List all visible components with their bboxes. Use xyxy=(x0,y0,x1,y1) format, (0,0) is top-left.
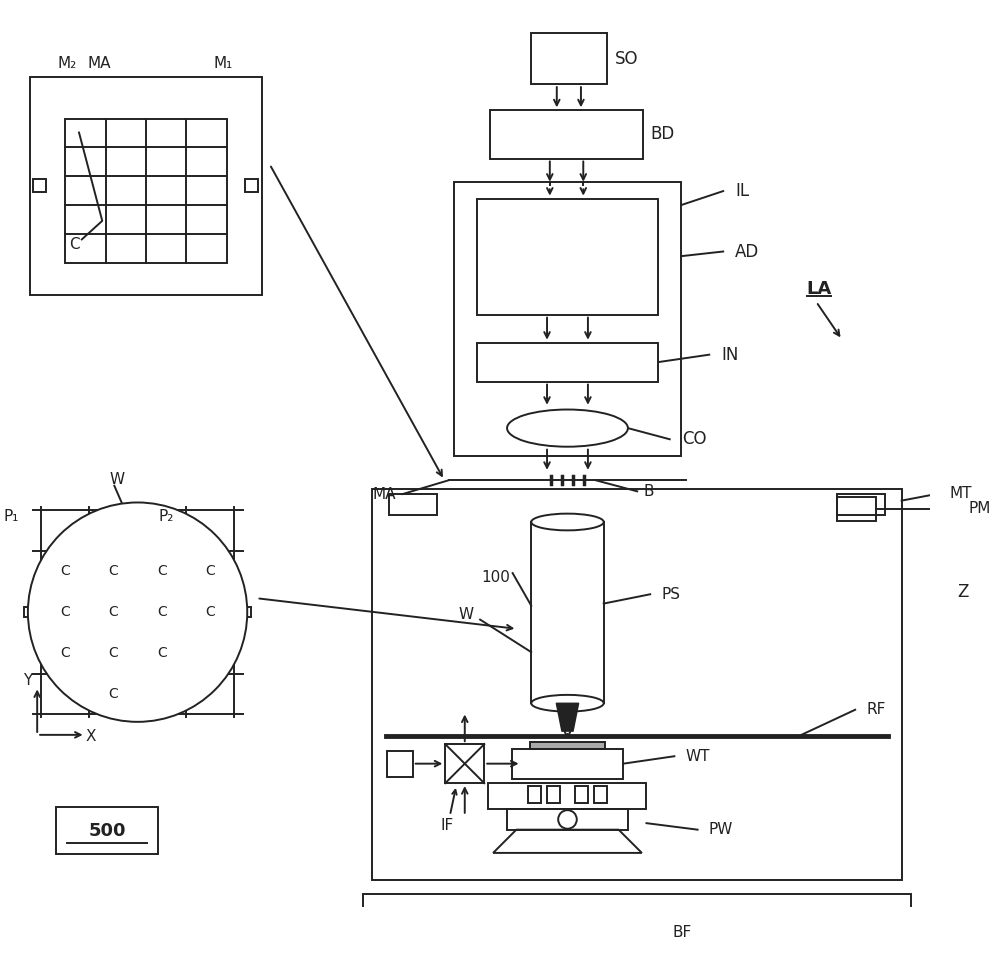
Ellipse shape xyxy=(531,695,604,711)
Bar xyxy=(477,199,658,315)
Ellipse shape xyxy=(531,514,604,530)
Text: WT: WT xyxy=(686,749,710,764)
Text: C: C xyxy=(157,647,167,660)
Text: W: W xyxy=(459,607,474,623)
Circle shape xyxy=(28,502,247,722)
Text: W: W xyxy=(110,472,125,487)
Bar xyxy=(528,786,541,803)
Bar xyxy=(512,749,623,778)
Bar xyxy=(389,494,437,515)
Text: C: C xyxy=(60,647,70,660)
Bar xyxy=(488,783,646,809)
Bar xyxy=(33,180,46,193)
Text: PS: PS xyxy=(661,586,680,602)
Bar xyxy=(387,751,413,776)
Text: M₁: M₁ xyxy=(214,56,233,72)
Bar xyxy=(531,33,607,84)
Text: Y: Y xyxy=(23,673,33,689)
Bar xyxy=(56,807,158,854)
Bar xyxy=(490,110,643,159)
Text: MA: MA xyxy=(372,487,396,501)
Text: AD: AD xyxy=(735,243,760,261)
Text: X: X xyxy=(86,730,96,744)
Text: C: C xyxy=(109,605,118,619)
Text: IN: IN xyxy=(721,346,739,364)
Text: MT: MT xyxy=(950,486,972,500)
Text: B: B xyxy=(644,484,654,499)
Bar xyxy=(530,742,605,749)
Bar xyxy=(507,809,628,830)
Bar xyxy=(363,894,911,914)
Text: C: C xyxy=(69,237,80,251)
Text: IF: IF xyxy=(441,817,454,833)
Text: MA: MA xyxy=(87,56,111,72)
Text: BF: BF xyxy=(672,925,691,941)
Text: C: C xyxy=(109,647,118,660)
Text: RF: RF xyxy=(866,702,886,717)
Bar xyxy=(454,181,681,456)
Bar xyxy=(837,494,885,515)
Bar xyxy=(531,522,604,703)
Text: P₁: P₁ xyxy=(3,509,19,524)
Text: P₂: P₂ xyxy=(158,509,173,524)
Text: 100: 100 xyxy=(481,570,510,585)
Polygon shape xyxy=(556,703,579,732)
Text: LA: LA xyxy=(807,280,832,298)
Bar xyxy=(30,76,262,295)
Bar xyxy=(65,118,227,263)
Bar xyxy=(575,786,588,803)
Circle shape xyxy=(558,810,577,829)
Text: M₂: M₂ xyxy=(58,56,77,72)
Text: 500: 500 xyxy=(88,821,126,839)
Text: C: C xyxy=(157,564,167,579)
Text: PW: PW xyxy=(709,822,733,838)
Text: C: C xyxy=(109,564,118,579)
Bar xyxy=(445,744,484,783)
Bar xyxy=(477,343,658,382)
Text: BD: BD xyxy=(651,125,675,143)
Ellipse shape xyxy=(507,410,628,447)
Bar xyxy=(837,497,876,521)
Text: C: C xyxy=(109,687,118,701)
Text: C: C xyxy=(60,605,70,619)
Text: C: C xyxy=(157,605,167,619)
Text: C: C xyxy=(205,605,215,619)
Bar xyxy=(547,786,560,803)
Bar xyxy=(24,607,34,617)
Text: SO: SO xyxy=(614,50,638,68)
Text: C: C xyxy=(60,564,70,579)
Bar xyxy=(594,786,607,803)
Text: IL: IL xyxy=(735,182,749,201)
Bar xyxy=(245,180,258,193)
Bar xyxy=(372,490,902,880)
Text: PM: PM xyxy=(969,501,991,517)
Text: Z: Z xyxy=(957,583,969,601)
Text: CO: CO xyxy=(682,431,706,448)
Text: C: C xyxy=(205,564,215,579)
Bar xyxy=(241,607,251,617)
